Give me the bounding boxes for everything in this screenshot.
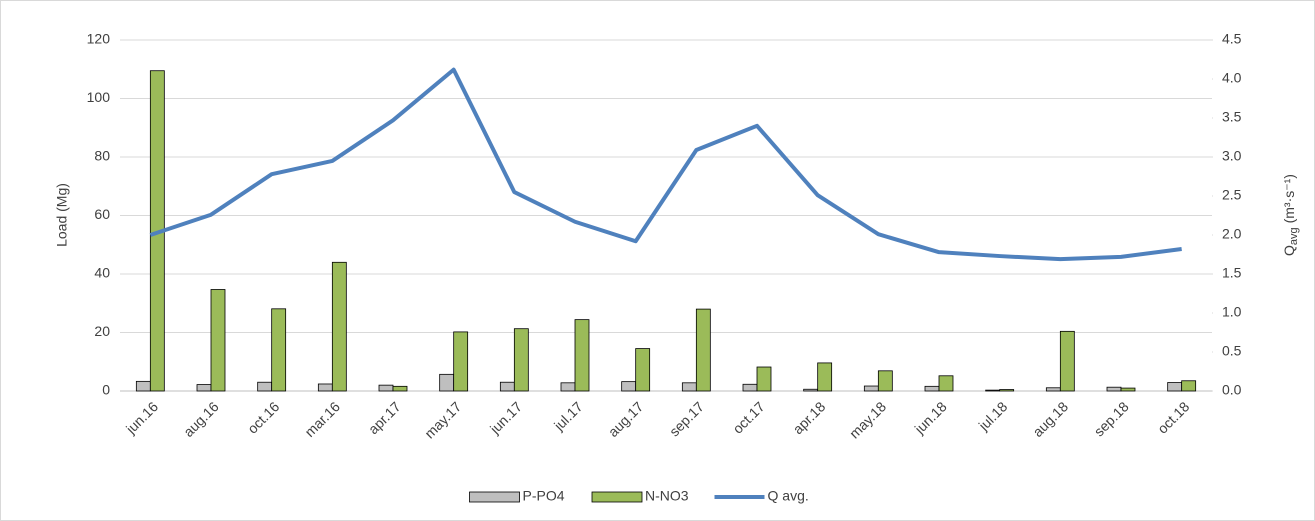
bar <box>513 328 529 392</box>
y-tick-label: 80 <box>94 148 110 164</box>
bar <box>439 373 455 392</box>
bar <box>695 308 711 392</box>
y2-tick-label: 0.5 <box>1222 343 1242 359</box>
legend-swatch <box>469 491 520 503</box>
bar <box>863 385 879 392</box>
legend-swatch <box>591 491 643 503</box>
y2-tick-label: 0.0 <box>1222 382 1242 398</box>
y2-tick-label: 4.5 <box>1222 31 1242 47</box>
bar <box>378 384 394 392</box>
bar <box>999 389 1015 392</box>
bar <box>1181 380 1197 392</box>
bar <box>924 385 940 392</box>
bar <box>1106 386 1122 392</box>
bar <box>331 261 347 392</box>
y-axis-label: Load (Mg) <box>54 183 70 247</box>
bar <box>453 331 469 392</box>
y2-label-unit: (m³·s⁻¹) <box>1281 174 1297 227</box>
bar <box>938 375 954 392</box>
bar <box>635 348 651 392</box>
bar <box>1045 387 1061 392</box>
bar <box>742 383 758 392</box>
y2-tick-label: 2.0 <box>1222 226 1242 242</box>
bar <box>499 381 515 392</box>
y-tick-label: 0 <box>102 382 110 398</box>
bar <box>560 382 576 392</box>
legend-label: P-PO4 <box>523 488 565 504</box>
bar <box>392 385 408 392</box>
bar <box>817 362 833 392</box>
y2-tick-label: 4.0 <box>1222 70 1242 86</box>
y2-tick-label: 3.0 <box>1222 148 1242 164</box>
bar <box>681 382 697 392</box>
y2-tick-label: 1.0 <box>1222 304 1242 320</box>
bar <box>621 381 637 392</box>
bar <box>1059 330 1075 392</box>
bar <box>271 308 287 392</box>
y2-tick-label: 2.5 <box>1222 187 1242 203</box>
y2-axis-label: Qavg (m³·s⁻¹) <box>1281 174 1300 256</box>
y-tick-label: 40 <box>94 265 110 281</box>
y-tick-label: 120 <box>87 31 111 47</box>
y2-label-main: Q <box>1281 245 1297 256</box>
y-tick-label: 60 <box>94 206 110 222</box>
bar <box>135 380 151 392</box>
bar <box>210 289 226 392</box>
bar <box>756 366 772 392</box>
y2-label-sub: avg <box>1288 227 1300 245</box>
y2-tick-label: 1.5 <box>1222 265 1242 281</box>
bar <box>985 389 1001 392</box>
bar <box>196 384 212 392</box>
y-tick-label: 20 <box>94 323 110 339</box>
bar <box>877 370 893 392</box>
bar <box>574 319 590 392</box>
legend-label: Q avg. <box>768 488 809 504</box>
bar <box>1167 382 1183 392</box>
y-tick-label: 100 <box>87 89 111 105</box>
legend-label: N-NO3 <box>645 488 689 504</box>
bar <box>803 388 819 392</box>
line-series <box>149 67 1182 262</box>
bar <box>317 383 333 392</box>
y2-tick-label: 3.5 <box>1222 109 1242 125</box>
bar <box>1120 387 1136 392</box>
bar <box>257 381 273 392</box>
